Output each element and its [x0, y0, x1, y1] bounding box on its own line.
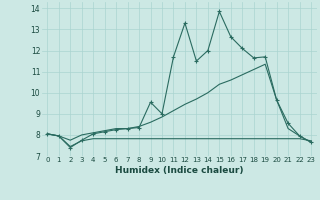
X-axis label: Humidex (Indice chaleur): Humidex (Indice chaleur): [115, 166, 244, 175]
